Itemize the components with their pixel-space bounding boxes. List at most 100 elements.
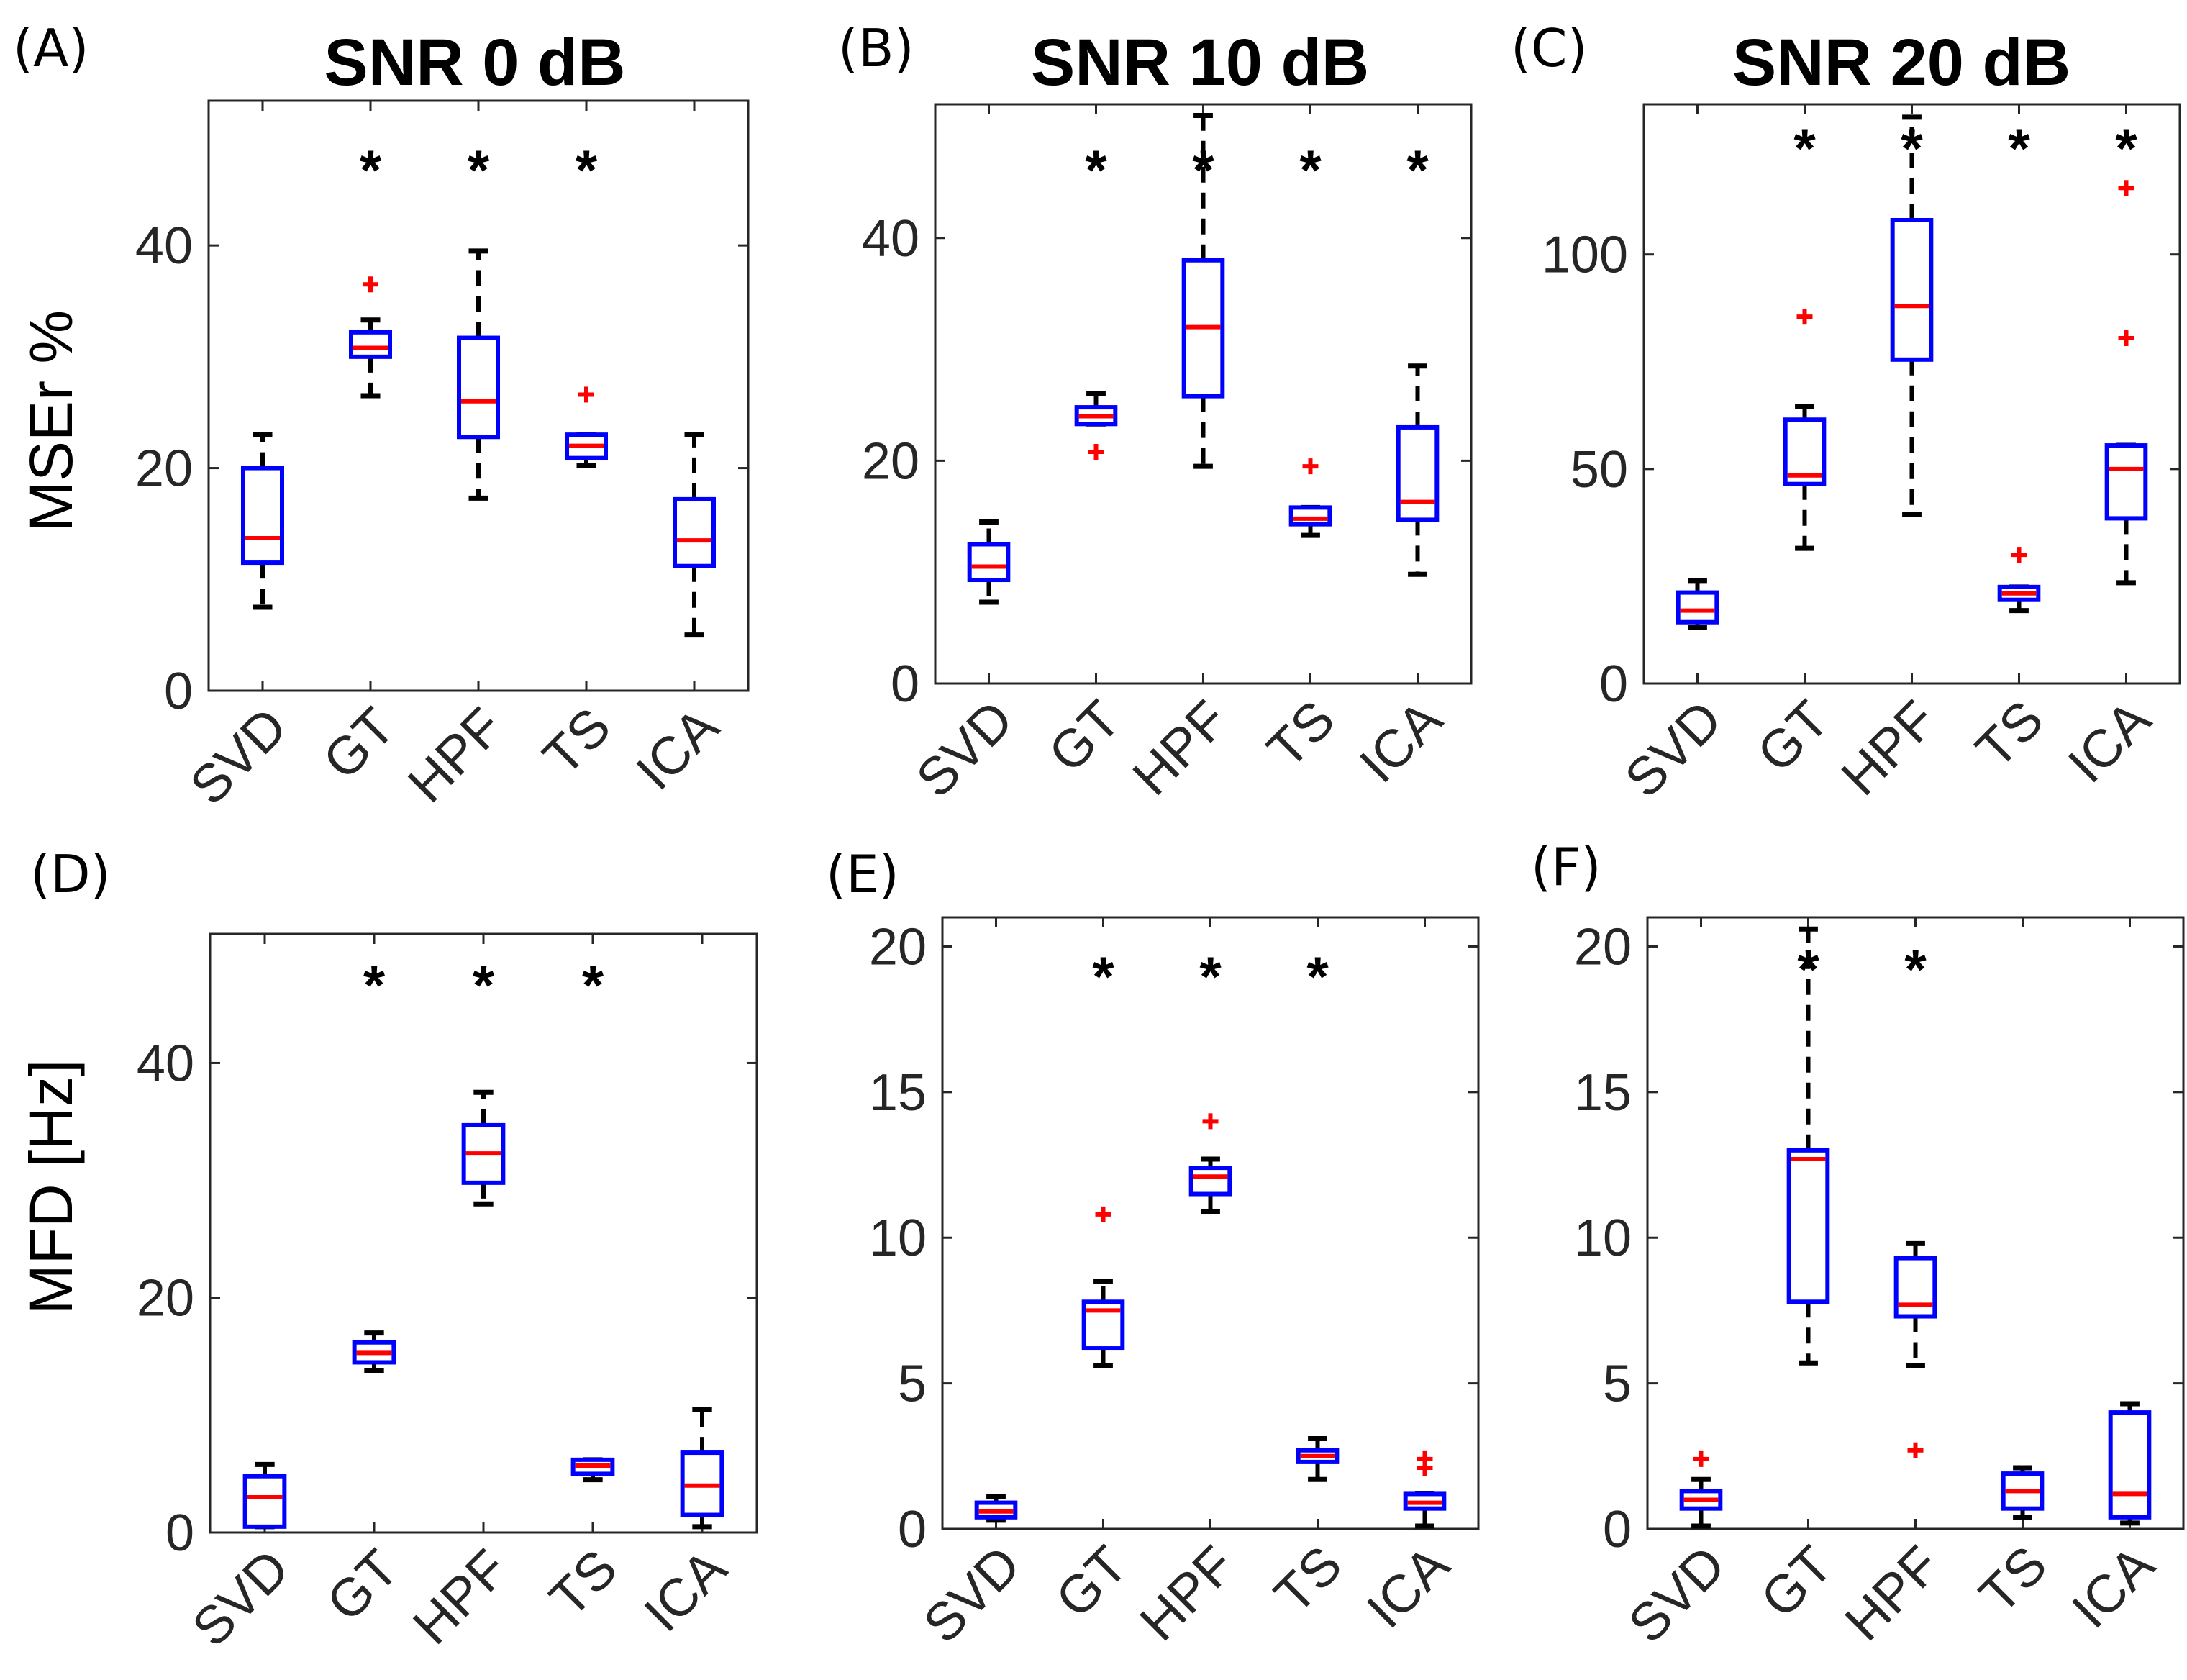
y-tick-label: 10 (1574, 1209, 1632, 1267)
x-tick-label: HPF (396, 696, 514, 814)
x-tick-label: SVD (181, 1538, 300, 1658)
significance-star: * (1406, 138, 1429, 201)
x-tick-label: HPF (1833, 1535, 1950, 1652)
x-tick-label: HPF (1121, 689, 1238, 807)
significance-star: * (1092, 945, 1114, 1008)
panel-label: (D) (30, 844, 111, 904)
outlier-marker (363, 276, 378, 293)
y-tick-label: 0 (164, 663, 193, 720)
x-tick-label: TS (532, 696, 622, 787)
x-tick-label: ICA (2060, 1534, 2165, 1639)
x-tick-label: HPF (1128, 1535, 1245, 1652)
iqr-box (1188, 1166, 1232, 1197)
significance-star: * (360, 138, 382, 201)
x-tick-label: SVD (1614, 689, 1733, 809)
y-tick-label: 20 (1574, 918, 1632, 976)
y-tick-label: 20 (137, 1270, 194, 1327)
y-tick-label: 5 (898, 1356, 927, 1413)
iqr-box (242, 1474, 287, 1529)
significance-star: * (1085, 138, 1107, 201)
outlier-marker (1417, 1450, 1433, 1467)
y-tick-label: 20 (135, 440, 193, 498)
significance-star: * (468, 138, 490, 201)
x-tick-label: GT (312, 696, 406, 791)
iqr-box (2104, 443, 2148, 521)
iqr-box (1288, 505, 1332, 527)
y-axis-label: MFD [Hz] (17, 1060, 85, 1315)
x-tick-label: TS (1255, 689, 1346, 780)
outlier-marker (1088, 444, 1104, 460)
significance-star: * (1797, 937, 1819, 1001)
y-tick-label: 20 (869, 918, 927, 976)
panel-label: (E) (826, 844, 899, 904)
y-axis-label: MSEr % (17, 310, 85, 532)
iqr-box (1893, 1256, 1937, 1319)
x-tick-label: ICA (1355, 1534, 1460, 1639)
x-tick-label: TS (538, 1538, 629, 1629)
outlier-marker (2118, 180, 2134, 196)
significance-star: * (473, 953, 495, 1017)
iqr-box (967, 542, 1011, 583)
significance-star: * (1904, 937, 1927, 1001)
iqr-box (673, 496, 716, 568)
axes-frame (1646, 916, 2185, 1530)
iqr-box (1676, 590, 1719, 625)
y-tick-label: 40 (137, 1035, 194, 1092)
x-tick-label: HPF (1829, 689, 1947, 807)
significance-star: * (1199, 945, 1222, 1008)
outlier-marker (1302, 458, 1319, 475)
y-tick-label: 100 (1542, 227, 1628, 284)
x-tick-label: GT (1044, 1535, 1138, 1629)
x-tick-label: TS (1968, 1535, 2058, 1625)
axes-frame (941, 916, 1480, 1530)
panel-title: SNR 20 dB (1732, 26, 2070, 99)
significance-star: * (1901, 117, 1923, 180)
y-tick-label: 10 (869, 1209, 927, 1267)
outlier-marker (1796, 309, 1813, 325)
panel-label: (B) (838, 18, 914, 78)
x-tick-label: HPF (401, 1538, 519, 1656)
outlier-marker (1907, 1442, 1924, 1458)
y-tick-label: 20 (862, 432, 919, 490)
y-tick-label: 40 (862, 210, 919, 268)
y-tick-label: 0 (898, 1501, 927, 1558)
x-tick-label: GT (1745, 689, 1840, 784)
significance-star: * (1299, 138, 1322, 201)
y-tick-label: 0 (891, 655, 919, 713)
y-tick-label: 0 (1603, 1501, 1632, 1558)
y-tick-label: 15 (1574, 1064, 1632, 1122)
significance-star: * (1793, 117, 1816, 180)
x-tick-label: SVD (912, 1535, 1032, 1654)
panel-title: SNR 0 dB (324, 26, 625, 99)
outlier-marker (2118, 330, 2134, 346)
iqr-box (1396, 424, 1440, 522)
significance-star: * (2115, 117, 2137, 180)
panel-title: SNR 10 dB (1031, 26, 1369, 99)
iqr-box (457, 335, 500, 440)
axes-frame (209, 932, 758, 1534)
x-tick-label: TS (1964, 689, 2055, 780)
x-tick-label: GT (1037, 689, 1131, 784)
x-tick-label: ICA (624, 696, 729, 801)
x-tick-label: TS (1263, 1535, 1353, 1625)
outlier-marker (1095, 1206, 1111, 1222)
x-tick-label: ICA (632, 1538, 737, 1643)
iqr-box (1890, 218, 1934, 362)
y-tick-label: 40 (135, 217, 193, 275)
y-tick-label: 0 (165, 1504, 194, 1562)
x-tick-label: ICA (1348, 689, 1453, 794)
panel-label: (F) (1531, 837, 1601, 897)
